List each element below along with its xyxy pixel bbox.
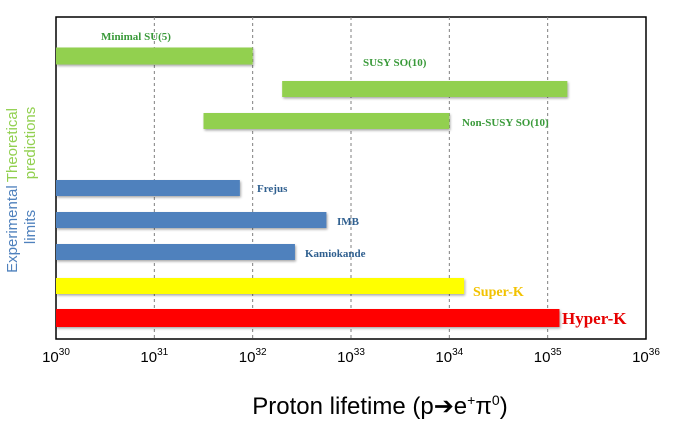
x-tick-label: 1035 xyxy=(534,347,562,366)
bar-labels: Minimal SU(5) SUSY SO(10) Non-SUSY SO(10) F… xyxy=(101,31,627,328)
bar-label-non-susy-so-10: Non-SUSY SO(10) xyxy=(462,117,549,129)
x-tick-labels: 1030 1031 1032 1033 1034 1035 1036 xyxy=(42,347,660,366)
bar-minimal-su-5 xyxy=(56,47,253,65)
bar-label-susy-so-10: SUSY SO(10) xyxy=(363,57,427,69)
x-tick-label: 1034 xyxy=(435,347,463,366)
x-tick-label: 1032 xyxy=(239,347,267,366)
group-label-line2: predictions xyxy=(22,107,39,180)
group-label-line1: Theoretical xyxy=(4,108,21,182)
bar-non-susy-so-10 xyxy=(203,113,450,129)
bar-super-k xyxy=(56,278,465,294)
x-tick-label: 1033 xyxy=(337,347,365,366)
bar-susy-so-10 xyxy=(282,81,568,97)
x-axis-label-e: e xyxy=(454,393,467,420)
arrow-icon: ➔ xyxy=(434,393,454,420)
x-axis-label-prefix: Proton lifetime (p xyxy=(252,393,433,420)
bar-imb xyxy=(56,212,327,228)
bar-label-minimal-su-5: Minimal SU(5) xyxy=(101,31,171,43)
bar-label-frejus: Frejus xyxy=(257,183,288,195)
x-tick-label: 1030 xyxy=(42,347,70,366)
group-label-line2: limits xyxy=(22,210,39,244)
bar-label-hyper-k: Hyper-K xyxy=(562,309,627,328)
x-axis-label: Proton lifetime (p➔e+π0) xyxy=(252,392,507,420)
bar-label-imb: IMB xyxy=(337,216,360,228)
group-label-experimental: Experimental limits xyxy=(4,181,39,273)
x-axis-label-suffix: ) xyxy=(500,393,508,420)
x-axis-label-zero: 0 xyxy=(492,392,500,408)
group-label-theoretical: Theoretical predictions xyxy=(4,104,39,182)
bar-label-super-k: Super-K xyxy=(473,285,524,300)
x-tick-label: 1031 xyxy=(140,347,168,366)
bar-hyper-k xyxy=(56,309,560,327)
x-axis-label-pi: π xyxy=(475,393,492,420)
bar-label-kamiokande: Kamiokande xyxy=(305,248,366,260)
bars xyxy=(56,47,568,327)
x-axis-label-plus: + xyxy=(467,392,475,408)
x-tick-label: 1036 xyxy=(632,347,660,366)
group-label-line1: Experimental xyxy=(4,185,21,273)
bar-kamiokande xyxy=(56,244,295,260)
bar-frejus xyxy=(56,180,240,196)
